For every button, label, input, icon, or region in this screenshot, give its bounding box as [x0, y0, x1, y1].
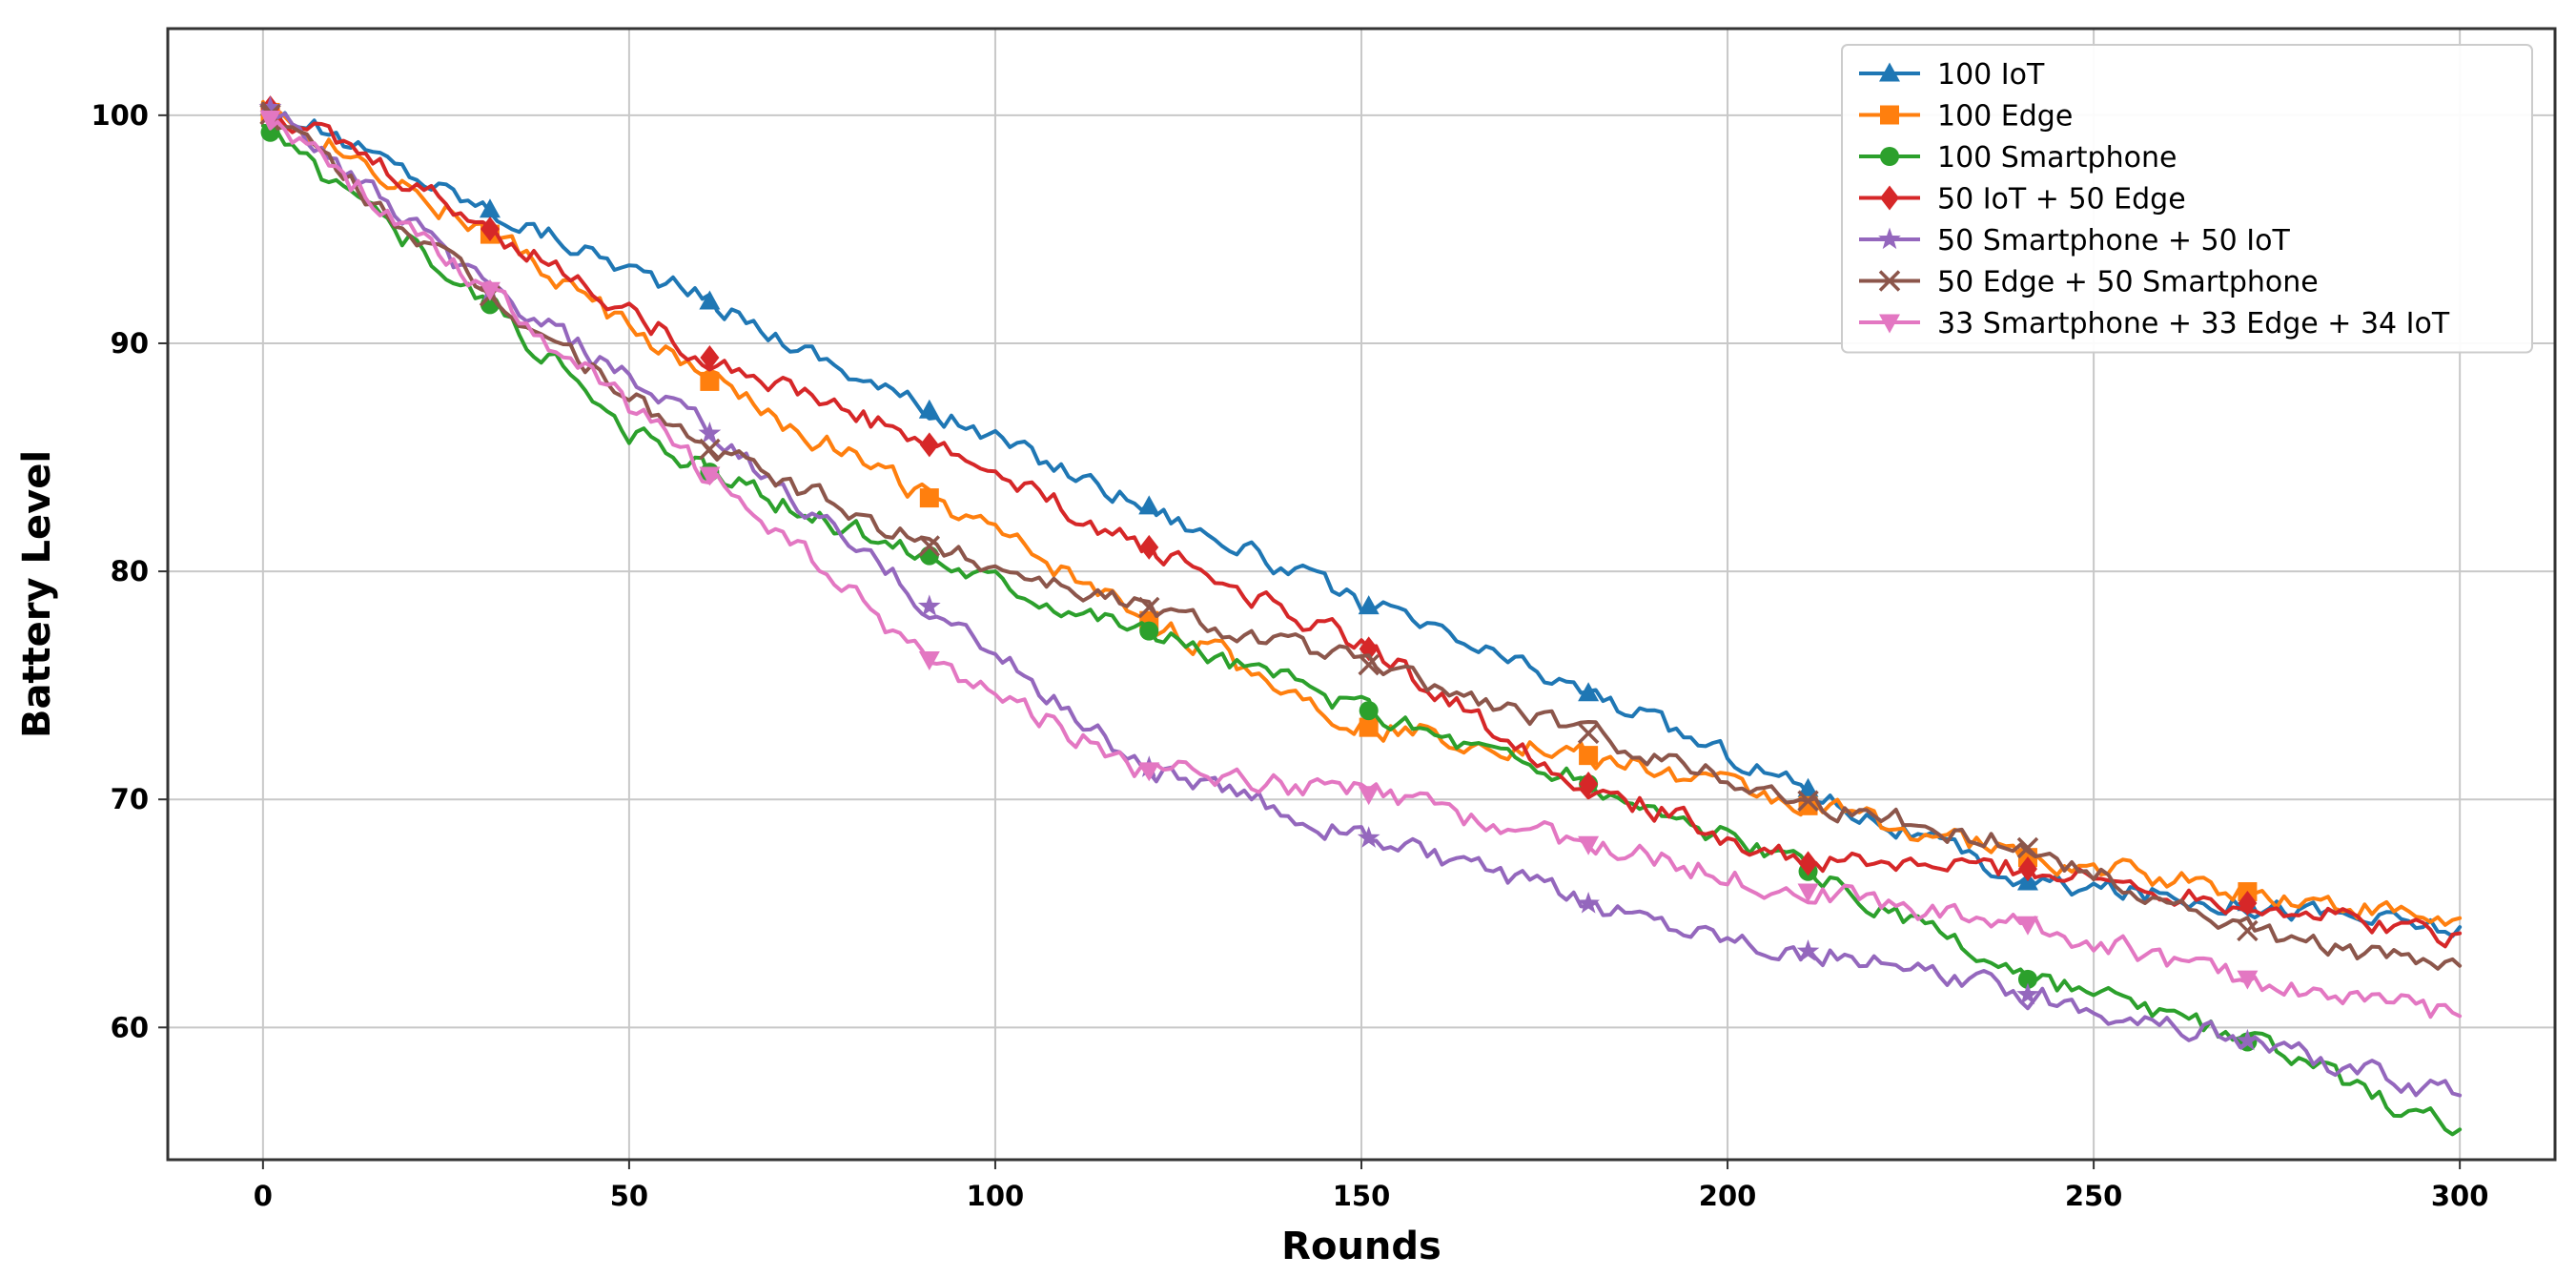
series-marker — [1797, 790, 1819, 813]
legend-marker — [1880, 105, 1899, 125]
legend-marker — [1878, 227, 1901, 250]
x-axis-title: Rounds — [1281, 1225, 1441, 1268]
legend-box — [1841, 44, 2533, 354]
series-marker — [919, 432, 939, 458]
series-marker — [698, 422, 722, 443]
legend-item: 100 IoT — [1859, 58, 2045, 92]
legend-label: 100 Edge — [1937, 100, 2073, 134]
series-marker — [2237, 970, 2259, 990]
series-marker — [699, 466, 721, 486]
series-marker — [1138, 596, 1160, 619]
series-marker — [1358, 653, 1380, 676]
series-marker — [1797, 883, 1819, 903]
y-tick-label: 60 — [111, 1011, 149, 1043]
series-marker — [1358, 786, 1380, 806]
series-marker — [919, 546, 939, 566]
series-marker — [259, 110, 281, 130]
series-marker — [1578, 682, 1600, 702]
series-marker — [1139, 534, 1159, 560]
series-marker — [919, 488, 939, 508]
series-6 — [259, 101, 2463, 971]
series-marker — [258, 95, 282, 118]
series-marker — [2017, 969, 2037, 989]
series-marker — [700, 371, 720, 391]
series-marker — [1138, 495, 1160, 515]
legend-marker — [1878, 270, 1901, 292]
series-marker — [479, 198, 501, 218]
legend-marker — [1879, 314, 1900, 334]
series-marker — [918, 651, 940, 671]
series-marker — [2016, 836, 2039, 859]
series-marker — [2236, 1028, 2259, 1051]
legend-item: 100 Smartphone — [1859, 141, 2177, 175]
series-marker — [918, 535, 941, 557]
series-marker — [1797, 777, 1819, 797]
x-tick-label: 200 — [1699, 1180, 1757, 1212]
legend-label: 50 Smartphone + 50 IoT — [1937, 224, 2290, 257]
plot-series — [258, 95, 2463, 1137]
series-marker — [1139, 621, 1159, 641]
y-tick-label: 100 — [91, 99, 149, 132]
series-marker — [1359, 717, 1379, 737]
series-marker — [1577, 722, 1600, 745]
series-marker — [2237, 919, 2259, 942]
axis-ticks: 0 50 100 150 200 250 300 60 70 80 90 100 — [91, 99, 2488, 1212]
y-tick-label: 70 — [111, 783, 149, 815]
x-tick-label: 100 — [967, 1180, 1025, 1212]
series-line — [260, 111, 2463, 1020]
legend-marker — [1880, 185, 1899, 211]
series-marker — [2238, 890, 2258, 916]
series-marker — [1138, 762, 1160, 782]
legend-item: 50 Edge + 50 Smartphone — [1859, 266, 2319, 299]
series-marker — [917, 594, 941, 616]
legend-item: 33 Smartphone + 33 Edge + 34 IoT — [1859, 307, 2450, 340]
x-tick-label: 300 — [2431, 1180, 2489, 1212]
legend-marker — [1879, 62, 1900, 82]
y-axis-title: Battery Level — [15, 450, 59, 738]
series-marker — [480, 216, 500, 242]
series-marker — [2017, 856, 2037, 882]
series-marker — [1798, 851, 1818, 876]
series-marker — [1359, 701, 1379, 721]
legend-label: 33 Smartphone + 33 Edge + 34 IoT — [1937, 307, 2450, 340]
x-tick-label: 150 — [1333, 1180, 1391, 1212]
series-marker — [1357, 826, 1380, 848]
legend: 100 IoT 100 Edge 100 Smartphone 50 IoT + 50… — [1841, 44, 2533, 354]
series-marker — [479, 281, 501, 301]
series-marker — [918, 399, 940, 419]
series-7 — [259, 110, 2463, 1020]
legend-marker — [1880, 147, 1899, 166]
series-marker — [1577, 892, 1600, 914]
legend-item: 50 Smartphone + 50 IoT — [1859, 224, 2290, 257]
legend-label: 50 Edge + 50 Smartphone — [1937, 266, 2319, 299]
y-tick-label: 90 — [111, 327, 149, 360]
series-marker — [1358, 595, 1380, 615]
legend-item: 50 IoT + 50 Edge — [1859, 183, 2186, 216]
x-tick-label: 250 — [2065, 1180, 2123, 1212]
series-marker — [1579, 771, 1599, 796]
series-marker — [1578, 835, 1600, 855]
series-line — [260, 102, 2463, 1098]
y-tick-label: 80 — [111, 555, 149, 587]
series-marker — [2016, 916, 2038, 936]
legend-label: 50 IoT + 50 Edge — [1937, 183, 2186, 216]
series-marker — [700, 344, 720, 370]
series-marker — [2016, 982, 2039, 1005]
x-tick-label: 0 — [254, 1180, 273, 1212]
series-marker — [699, 438, 721, 461]
series-marker — [699, 290, 721, 310]
legend-label: 100 Smartphone — [1937, 141, 2177, 175]
x-tick-label: 50 — [610, 1180, 648, 1212]
series-marker — [260, 122, 280, 142]
series-marker — [1796, 939, 1820, 961]
legend-item: 100 Edge — [1859, 100, 2073, 134]
legend-label: 100 IoT — [1937, 58, 2045, 92]
series-line — [260, 123, 2463, 1137]
series-marker — [1579, 746, 1599, 766]
